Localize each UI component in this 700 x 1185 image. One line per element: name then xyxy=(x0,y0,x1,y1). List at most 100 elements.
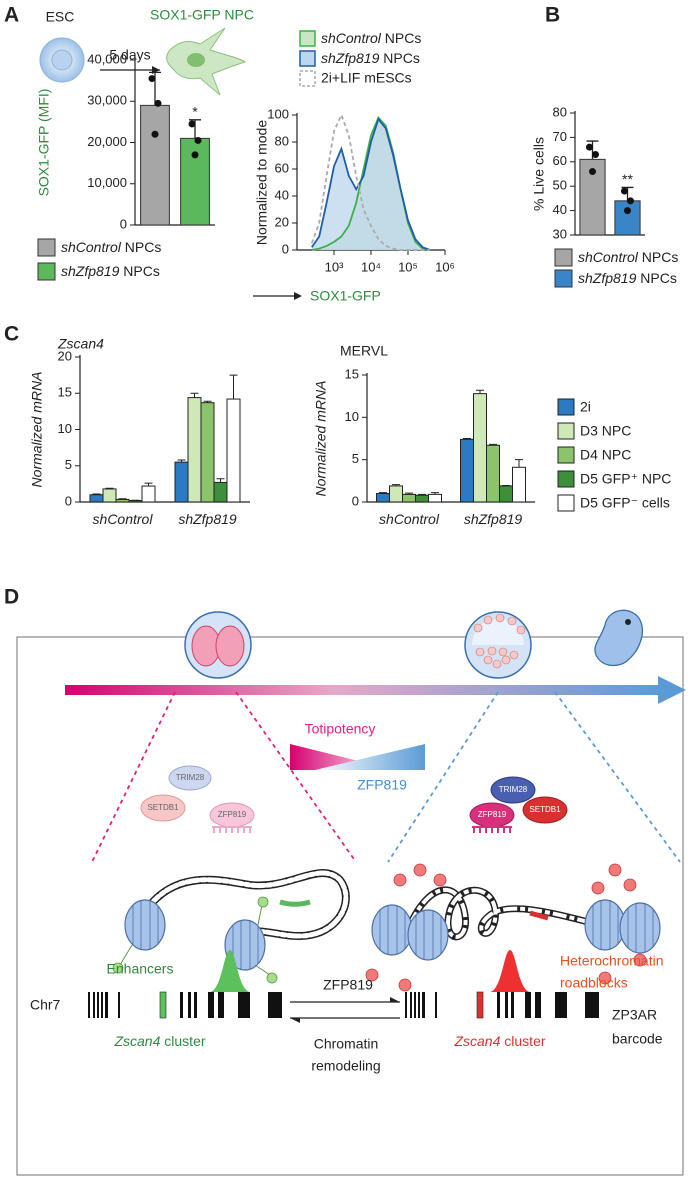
significance: * xyxy=(192,104,198,120)
line xyxy=(311,117,431,251)
dashed-line xyxy=(91,691,176,863)
y-tick-label: 10 xyxy=(345,409,359,424)
protein-label: ZFP819 xyxy=(218,810,247,819)
error-bar xyxy=(379,492,387,494)
bar xyxy=(102,488,117,503)
bar xyxy=(614,200,641,236)
legend-label: D4 NPC xyxy=(580,447,631,463)
legend-label: D5 GFP⁻ cells xyxy=(580,495,670,511)
x-tick-label: 10⁶ xyxy=(435,259,455,274)
bar xyxy=(415,494,429,503)
data-point xyxy=(592,150,599,158)
barcode-bar xyxy=(505,992,508,1018)
error-bar xyxy=(392,484,400,486)
y-axis-label: SOX1-GFP (MFI) xyxy=(36,89,52,197)
barcode-bar xyxy=(410,992,412,1018)
protein xyxy=(140,794,186,822)
barcode-bar xyxy=(268,992,282,1018)
legend-swatch xyxy=(299,30,316,47)
barcode-bar xyxy=(525,992,531,1018)
y-axis-label: % Live cells xyxy=(531,137,547,211)
heterochromatin-label: roadblocks xyxy=(560,975,628,991)
y-tick-label: 30 xyxy=(553,226,567,241)
data-point xyxy=(621,187,628,195)
barcode-bar xyxy=(585,992,599,1018)
line xyxy=(311,116,431,251)
error-bar xyxy=(118,498,127,500)
dashed-line xyxy=(235,691,357,863)
data-point xyxy=(586,143,593,151)
legend-swatch xyxy=(299,50,316,67)
zinc-fingers xyxy=(472,826,512,833)
bar xyxy=(115,498,130,503)
y-tick-label: 5 xyxy=(65,457,72,472)
error-bar xyxy=(216,478,225,483)
cluster-label: Zscan4 cluster xyxy=(453,1033,545,1049)
error-bar xyxy=(177,459,186,463)
error-bar xyxy=(515,459,523,468)
error-bar xyxy=(489,443,497,446)
legend-swatch xyxy=(554,248,573,267)
protein xyxy=(168,765,212,791)
barcode-bar xyxy=(497,992,500,1018)
diagram: Totipotency ZFP819 TRIM28 SETDB1 ZFP819 … xyxy=(16,609,686,1176)
x-tick-label: shZfp819 xyxy=(464,511,523,527)
y-tick-label: 10,000 xyxy=(87,175,127,190)
bar xyxy=(226,398,241,503)
x-tick-label: shZfp819 xyxy=(178,511,237,527)
x-tick-label: 10³ xyxy=(325,259,344,274)
y-tick-label: 20 xyxy=(275,214,289,229)
chart-title: Zscan4 xyxy=(57,336,104,352)
bar xyxy=(473,393,487,503)
blastocyst-cells xyxy=(473,613,526,669)
legend-label: shControl NPCs xyxy=(578,249,678,265)
legend-label: shZfp819 NPCs xyxy=(578,270,677,286)
error-bar xyxy=(92,493,101,495)
y-tick-label: 30,000 xyxy=(87,93,127,108)
barcode-bar xyxy=(422,992,425,1018)
barcode xyxy=(88,991,599,1019)
legend-swatch xyxy=(554,269,573,288)
legend-swatch xyxy=(557,494,575,512)
y-tick-label: 15 xyxy=(345,366,359,381)
arrow-label: ZFP819 xyxy=(323,977,373,993)
x-axis-label: SOX1-GFP xyxy=(310,288,381,304)
error-bar xyxy=(144,482,153,487)
error-bar xyxy=(105,487,114,489)
schematic-label: ESC xyxy=(46,9,75,25)
error-bar xyxy=(586,140,599,160)
significance: ** xyxy=(622,171,633,187)
closed-chromatin xyxy=(365,863,661,992)
gradient-arrow xyxy=(65,685,660,695)
y-tick-label: 40 xyxy=(275,187,289,202)
bar xyxy=(512,466,526,503)
totipotency-label: Totipotency xyxy=(305,721,376,737)
legend-label: shZfp819 NPCs xyxy=(321,50,420,66)
dashed-line xyxy=(387,691,499,863)
y-tick-label: 60 xyxy=(553,153,567,168)
panel-label: C xyxy=(4,323,19,346)
panel-label: D xyxy=(4,586,19,609)
panel-label: B xyxy=(545,4,560,27)
barcode-label: ZP3AR xyxy=(612,1007,657,1023)
chromosome-label: Chr7 xyxy=(30,997,61,1013)
wedge xyxy=(315,744,425,770)
bar xyxy=(376,493,390,503)
barcode-bar xyxy=(194,992,197,1018)
barcode-bar xyxy=(535,992,541,1018)
y-tick-label: 80 xyxy=(553,104,567,119)
y-tick-label: 20,000 xyxy=(87,134,127,149)
protein xyxy=(490,776,536,804)
y-tick-label: 70 xyxy=(553,129,567,144)
barcode-label: barcode xyxy=(612,1031,663,1047)
arrow-label: Chromatin xyxy=(314,1036,379,1052)
error-bar xyxy=(229,374,238,400)
zinc-fingers xyxy=(212,826,252,833)
barcode-bar xyxy=(188,992,191,1018)
x-tick-label: 10⁴ xyxy=(361,259,381,274)
error-bar xyxy=(463,438,471,440)
schematic-label: 5 days xyxy=(109,47,150,63)
bar xyxy=(187,397,202,503)
barcode-bar xyxy=(93,992,95,1018)
